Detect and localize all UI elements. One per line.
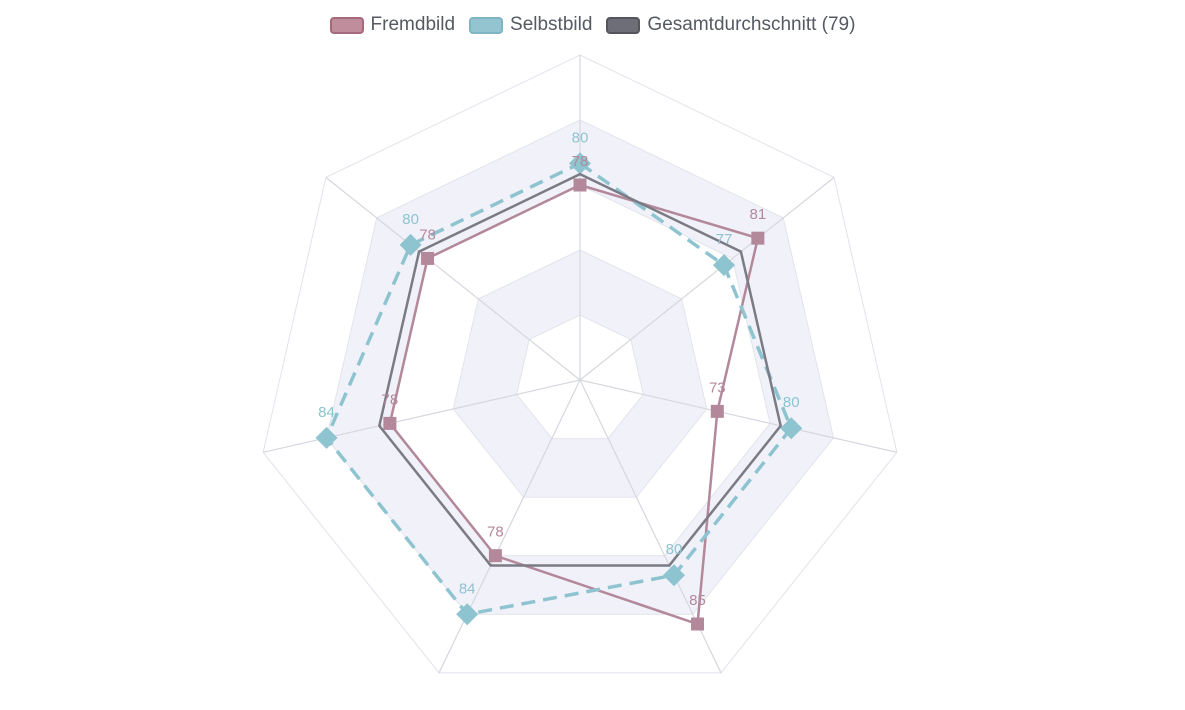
- marker-selbstbild-7: [399, 233, 422, 256]
- grid-spoke-5: [438, 379, 581, 674]
- value-label-selbstbild-2: 77: [716, 231, 733, 248]
- marker-fremdbild-6: [383, 416, 397, 430]
- marker-fremdbild-1: [573, 178, 587, 192]
- marker-fremdbild-7: [421, 251, 435, 265]
- value-label-fremdbild-3: 73: [709, 379, 726, 396]
- grid-spoke-7: [325, 176, 581, 381]
- marker-fremdbild-4: [691, 617, 705, 631]
- marker-selbstbild-3: [780, 417, 803, 440]
- legend-item-selbstbild[interactable]: Selbstbild: [469, 14, 592, 36]
- value-label-fremdbild-5: 78: [487, 524, 504, 541]
- value-label-selbstbild-6: 84: [318, 404, 335, 421]
- series-line-gesamtdurchschnitt-79: [377, 172, 783, 567]
- chart-legend: Fremdbild Selbstbild Gesamtdurchschnitt …: [0, 10, 1185, 40]
- value-label-selbstbild-5: 84: [459, 580, 476, 597]
- value-label-selbstbild-1: 80: [572, 129, 589, 146]
- marker-selbstbild-1: [569, 152, 591, 175]
- series-line-selbstbild: [324, 161, 794, 617]
- value-label-fremdbild-4: 85: [689, 592, 706, 609]
- grid-spoke-6: [263, 379, 581, 453]
- marker-selbstbild-4: [663, 564, 686, 587]
- value-label-selbstbild-4: 80: [666, 541, 683, 558]
- radar-grid: [262, 54, 898, 674]
- legend-item-gesamtdurchschnitt[interactable]: Gesamtdurchschnitt (79): [606, 14, 855, 36]
- legend-swatch-fremdbild: [329, 16, 364, 34]
- value-label-fremdbild-1: 78: [572, 153, 589, 170]
- legend-swatch-selbstbild: [469, 16, 504, 34]
- value-label-selbstbild-7: 80: [402, 211, 419, 228]
- grid-spoke-3: [579, 379, 897, 453]
- marker-fremdbild-2: [751, 231, 765, 245]
- value-label-fremdbild-7: 78: [419, 226, 436, 243]
- value-label-fremdbild-2: 81: [750, 206, 767, 223]
- legend-swatch-gesamtdurchschnitt: [606, 16, 641, 34]
- value-label-selbstbild-3: 80: [783, 394, 800, 411]
- marker-selbstbild-6: [315, 426, 338, 449]
- marker-selbstbild-5: [456, 603, 479, 626]
- marker-selbstbild-2: [712, 254, 735, 277]
- radar-series: [315, 152, 803, 631]
- marker-fremdbild-3: [710, 404, 724, 418]
- legend-label-gesamtdurchschnitt: Gesamtdurchschnitt (79): [647, 14, 856, 35]
- grid-spoke-2: [579, 176, 835, 381]
- marker-fremdbild-5: [488, 549, 502, 563]
- legend-label-fremdbild: Fremdbild: [370, 14, 456, 35]
- legend-label-selbstbild: Selbstbild: [510, 14, 593, 35]
- value-label-fremdbild-6: 78: [382, 391, 399, 408]
- legend-item-fremdbild[interactable]: Fremdbild: [329, 14, 456, 36]
